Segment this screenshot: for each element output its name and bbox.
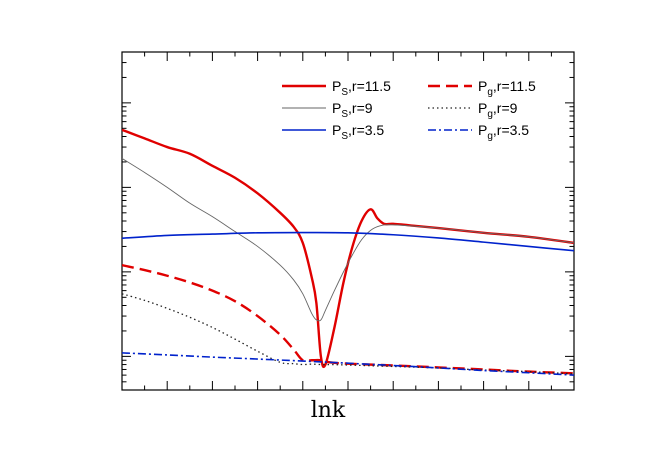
series-line-1: [122, 158, 574, 322]
legend-entry-3: Pg,r=11.5: [428, 78, 536, 98]
legend-entry-5: Pg,r=3.5: [428, 122, 529, 142]
legend-entry-0: PS,r=11.5: [282, 78, 391, 98]
legend-label-3: Pg,r=11.5: [478, 78, 536, 98]
legend-entry-2: PS,r=3.5: [282, 122, 384, 142]
legend-label-4: Pg,r=9: [478, 100, 518, 120]
series-line-3: [122, 264, 574, 375]
legend-entry-4: Pg,r=9: [428, 100, 518, 120]
series-line-0: [122, 128, 574, 369]
series-line-4: [122, 293, 574, 375]
series-line-2: [122, 231, 574, 252]
legend-label-0: PS,r=11.5: [332, 78, 391, 98]
legend-entry-1: PS,r=9: [282, 100, 373, 120]
legend-label-2: PS,r=3.5: [332, 122, 384, 142]
legend-label-5: Pg,r=3.5: [478, 122, 529, 142]
legend-label-1: PS,r=9: [332, 100, 373, 120]
x-axis-label: lnk: [311, 398, 346, 423]
series-layer: [122, 128, 574, 376]
tick-marks: [121, 51, 575, 391]
legend: PS,r=11.5PS,r=9PS,r=3.5 Pg,r=11.5Pg,r=9Pg…: [282, 78, 536, 142]
series-line-5: [122, 352, 574, 376]
